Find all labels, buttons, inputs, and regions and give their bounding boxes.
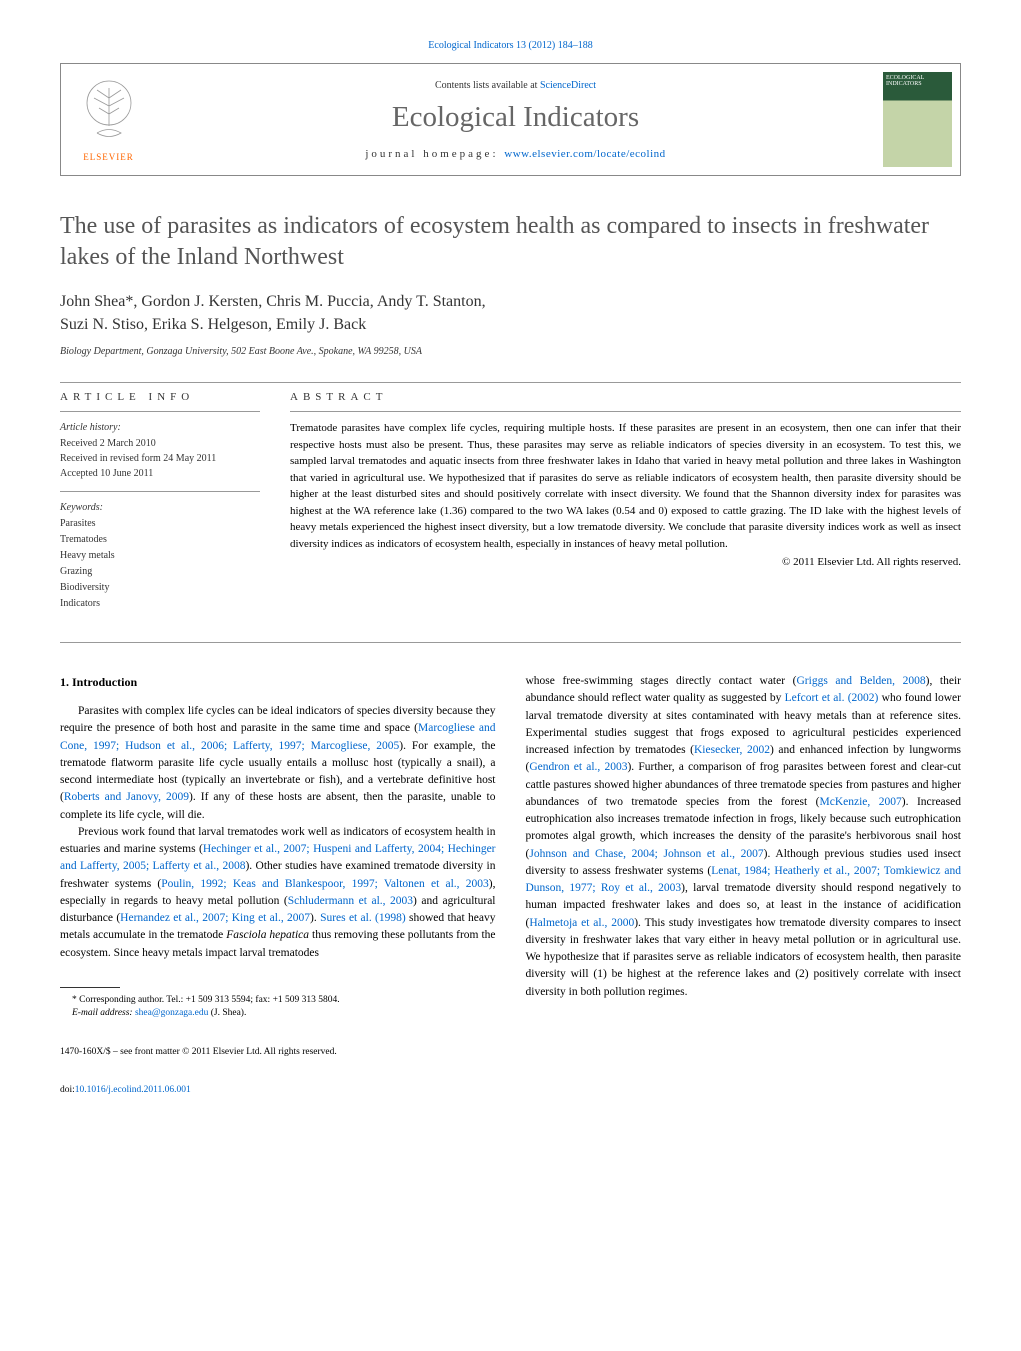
right-column: whose free-swimming stages directly cont… bbox=[526, 673, 962, 1097]
info-inner-divider bbox=[60, 491, 260, 492]
doi-label: doi: bbox=[60, 1085, 75, 1095]
cover-title-text: ECOLOGICAL INDICATORS bbox=[886, 75, 952, 87]
citation-link[interactable]: Johnson and Chase, 2004; Johnson et al.,… bbox=[529, 848, 763, 860]
history-revised: Received in revised form 24 May 2011 bbox=[60, 451, 260, 466]
abstract-label: abstract bbox=[290, 391, 961, 403]
citation-link[interactable]: Griggs and Belden, 2008 bbox=[796, 675, 925, 687]
cover-thumbnail: ECOLOGICAL INDICATORS bbox=[883, 72, 952, 167]
introduction-heading: 1. Introduction bbox=[60, 673, 496, 691]
abstract-text: Trematode parasites have complex life cy… bbox=[290, 420, 961, 552]
c2-text: whose free-swimming stages directly cont… bbox=[526, 675, 797, 687]
homepage-line: journal homepage: www.elsevier.com/locat… bbox=[156, 148, 875, 160]
citation-link[interactable]: Schludermann et al., 2003 bbox=[288, 895, 413, 907]
authors-line-1: John Shea*, Gordon J. Kersten, Chris M. … bbox=[60, 293, 486, 310]
body-columns: 1. Introduction Parasites with complex l… bbox=[60, 673, 961, 1097]
citation-link[interactable]: Roberts and Janovy, 2009 bbox=[64, 791, 189, 803]
history-received: Received 2 March 2010 bbox=[60, 436, 260, 451]
journal-header-box: ELSEVIER Contents lists available at Sci… bbox=[60, 63, 961, 176]
keyword: Parasites bbox=[60, 516, 260, 531]
citation-link[interactable]: Kiesecker, 2002 bbox=[694, 744, 770, 756]
footnote-separator bbox=[60, 987, 120, 988]
divider bbox=[60, 382, 961, 383]
elsevier-tree-icon bbox=[79, 78, 139, 148]
keyword: Grazing bbox=[60, 564, 260, 579]
info-divider-top bbox=[60, 411, 260, 412]
species-name: Fasciola hepatica bbox=[226, 929, 309, 941]
authors-line-2: Suzi N. Stiso, Erika S. Helgeson, Emily … bbox=[60, 316, 366, 333]
article-info-label: article info bbox=[60, 391, 260, 403]
journal-cover: ECOLOGICAL INDICATORS bbox=[875, 64, 960, 175]
citation-link[interactable]: Lefcort et al. (2002) bbox=[785, 692, 879, 704]
citation-link[interactable]: Halmetoja et al., 2000 bbox=[529, 917, 634, 929]
left-column: 1. Introduction Parasites with complex l… bbox=[60, 673, 496, 1097]
footer-doi: doi:10.1016/j.ecolind.2011.06.001 bbox=[60, 1084, 496, 1097]
history-accepted: Accepted 10 June 2011 bbox=[60, 466, 260, 481]
elsevier-logo: ELSEVIER bbox=[61, 64, 156, 175]
abstract-column: abstract Trematode parasites have comple… bbox=[290, 391, 961, 612]
paragraph-2: Previous work found that larval trematod… bbox=[60, 824, 496, 962]
journal-name: Ecological Indicators bbox=[156, 101, 875, 134]
citation-link[interactable]: Poulin, 1992; Keas and Blankespoor, 1997… bbox=[161, 878, 489, 890]
citation-link[interactable]: Hernandez et al., 2007; King et al., 200… bbox=[120, 912, 310, 924]
keyword: Heavy metals bbox=[60, 548, 260, 563]
homepage-label: journal homepage: bbox=[365, 148, 504, 160]
contents-line: Contents lists available at ScienceDirec… bbox=[156, 80, 875, 91]
article-title: The use of parasites as indicators of ec… bbox=[60, 211, 961, 273]
homepage-link[interactable]: www.elsevier.com/locate/ecolind bbox=[504, 148, 665, 160]
elsevier-text: ELSEVIER bbox=[83, 152, 134, 162]
citation-link[interactable]: Gendron et al., 2003 bbox=[529, 761, 627, 773]
keyword: Biodiversity bbox=[60, 580, 260, 595]
footer-issn: 1470-160X/$ – see front matter © 2011 El… bbox=[60, 1046, 496, 1059]
email-label: E-mail address: bbox=[72, 1008, 135, 1018]
citation-link[interactable]: Sures et al. (1998) bbox=[320, 912, 406, 924]
affiliation: Biology Department, Gonzaga University, … bbox=[60, 346, 961, 357]
sciencedirect-link[interactable]: ScienceDirect bbox=[540, 80, 596, 91]
journal-reference: Ecological Indicators 13 (2012) 184–188 bbox=[60, 40, 961, 51]
email-name: (J. Shea). bbox=[208, 1008, 246, 1018]
info-divider-bottom bbox=[60, 642, 961, 643]
contents-prefix: Contents lists available at bbox=[435, 80, 540, 91]
authors: John Shea*, Gordon J. Kersten, Chris M. … bbox=[60, 291, 961, 336]
paragraph-2-cont: whose free-swimming stages directly cont… bbox=[526, 673, 962, 1001]
corresponding-author-footnote: * Corresponding author. Tel.: +1 509 313… bbox=[60, 994, 496, 1007]
article-info-column: article info Article history: Received 2… bbox=[60, 391, 260, 612]
keywords-heading: Keywords: bbox=[60, 500, 260, 515]
paragraph-1: Parasites with complex life cycles can b… bbox=[60, 703, 496, 824]
p2-text: ). bbox=[310, 912, 320, 924]
email-footnote: E-mail address: shea@gonzaga.edu (J. She… bbox=[60, 1007, 496, 1020]
keywords-list: Parasites Trematodes Heavy metals Grazin… bbox=[60, 516, 260, 611]
doi-link[interactable]: 10.1016/j.ecolind.2011.06.001 bbox=[75, 1085, 191, 1095]
copyright: © 2011 Elsevier Ltd. All rights reserved… bbox=[290, 556, 961, 568]
citation-link[interactable]: McKenzie, 2007 bbox=[819, 796, 901, 808]
abstract-divider-top bbox=[290, 411, 961, 412]
email-link[interactable]: shea@gonzaga.edu bbox=[135, 1008, 208, 1018]
keyword: Trematodes bbox=[60, 532, 260, 547]
history-heading: Article history: bbox=[60, 420, 260, 435]
keyword: Indicators bbox=[60, 596, 260, 611]
